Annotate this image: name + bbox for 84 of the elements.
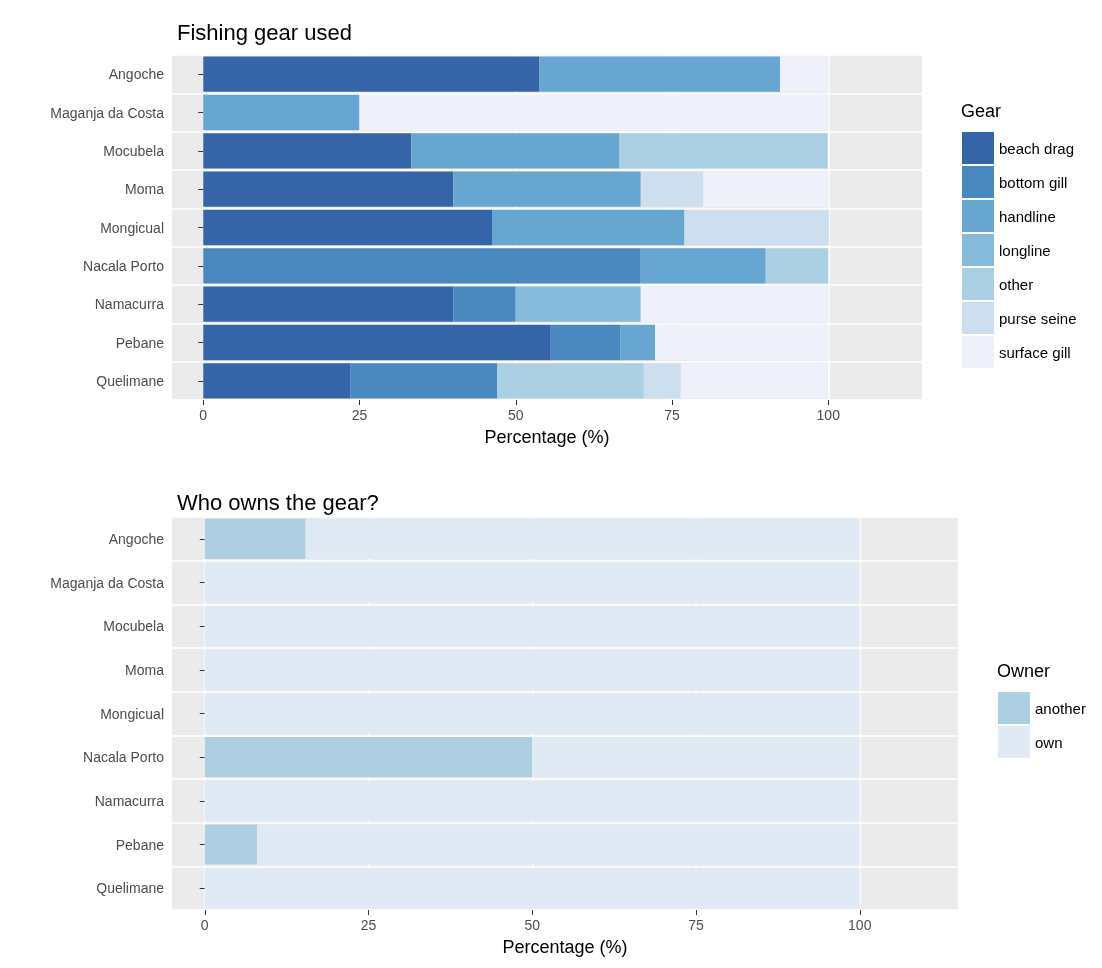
bar xyxy=(203,56,540,92)
x-tick-label: 75 xyxy=(664,407,680,423)
bar xyxy=(203,94,360,131)
legend-label: another xyxy=(1035,699,1086,717)
legend-label: bottom gill xyxy=(999,173,1068,191)
legend-label: beach drag xyxy=(999,139,1075,157)
legend-label: purse seine xyxy=(999,309,1077,327)
y-tick-label: Quelimane xyxy=(96,372,165,389)
bar xyxy=(640,286,829,322)
bar xyxy=(640,171,704,207)
bar xyxy=(680,363,828,399)
bar xyxy=(204,693,860,734)
y-tick-label: Namacurra xyxy=(94,296,165,313)
x-tick-label: 0 xyxy=(200,917,209,933)
x-tick-label: 50 xyxy=(507,407,524,423)
y-tick-label: Angoche xyxy=(108,66,165,83)
bar xyxy=(411,133,620,169)
y-tick-label: Mocubela xyxy=(103,618,165,635)
legend-label: longline xyxy=(999,241,1051,259)
legend-label: other xyxy=(999,275,1034,293)
y-tick-label: Nacala Porto xyxy=(83,257,165,274)
bar xyxy=(203,324,551,361)
y-tick-label: Maganja da Costa xyxy=(50,104,165,121)
legend-title: Gear xyxy=(961,101,1002,121)
x-tick-label: 0 xyxy=(199,407,208,423)
x-tick-label: 25 xyxy=(351,407,368,423)
x-axis-title: Percentage (%) xyxy=(502,937,628,957)
bar xyxy=(203,171,454,207)
x-tick-label: 75 xyxy=(688,917,704,933)
bar xyxy=(765,248,829,284)
bar xyxy=(204,518,306,559)
bar xyxy=(532,737,860,778)
chart-title: Fishing gear used xyxy=(177,19,352,45)
bar xyxy=(497,363,644,399)
bar xyxy=(640,248,766,284)
x-tick-label: 100 xyxy=(848,917,872,933)
bar xyxy=(684,209,829,246)
bar xyxy=(203,248,641,284)
bar xyxy=(515,286,641,322)
bar xyxy=(203,133,412,169)
x-axis-title: Percentage (%) xyxy=(484,427,610,447)
y-tick-label: Quelimane xyxy=(96,880,165,897)
y-tick-label: Mongicual xyxy=(100,219,164,236)
bar xyxy=(703,171,829,207)
y-tick-label: Angoche xyxy=(108,530,165,547)
bar xyxy=(643,363,681,399)
bar xyxy=(655,324,829,361)
bar xyxy=(203,363,351,399)
x-tick-label: 100 xyxy=(816,407,841,423)
y-tick-label: Pebane xyxy=(115,334,165,351)
bar xyxy=(492,209,685,246)
chart-title: Who owns the gear? xyxy=(177,489,379,515)
bar xyxy=(257,824,860,865)
bar xyxy=(359,94,829,131)
x-tick-label: 50 xyxy=(524,917,541,933)
y-tick-label: Namacurra xyxy=(94,792,165,809)
bar xyxy=(203,286,454,322)
bar xyxy=(204,780,860,821)
bar xyxy=(619,133,828,169)
bar xyxy=(550,324,621,361)
bar xyxy=(453,171,641,207)
legend-label: own xyxy=(1035,733,1063,751)
y-tick-label: Nacala Porto xyxy=(83,749,165,766)
y-tick-label: Moma xyxy=(125,181,165,198)
legend-label: surface gill xyxy=(999,343,1071,361)
y-tick-label: Pebane xyxy=(115,836,165,853)
y-tick-label: Moma xyxy=(125,661,165,678)
bar xyxy=(350,363,497,399)
bar xyxy=(620,324,656,361)
legend-title: Owner xyxy=(997,661,1051,681)
bar xyxy=(204,737,533,778)
bar xyxy=(204,606,860,647)
bar xyxy=(539,56,781,92)
bar xyxy=(204,649,860,690)
y-tick-label: Mongicual xyxy=(100,705,164,722)
bar xyxy=(203,209,492,246)
bar xyxy=(453,286,516,322)
bar xyxy=(204,824,258,865)
bar xyxy=(204,562,860,603)
y-tick-label: Maganja da Costa xyxy=(50,574,165,591)
legend-label: handline xyxy=(999,207,1056,225)
y-tick-label: Mocubela xyxy=(103,142,165,159)
x-tick-label: 25 xyxy=(360,917,377,933)
bar xyxy=(780,56,829,92)
